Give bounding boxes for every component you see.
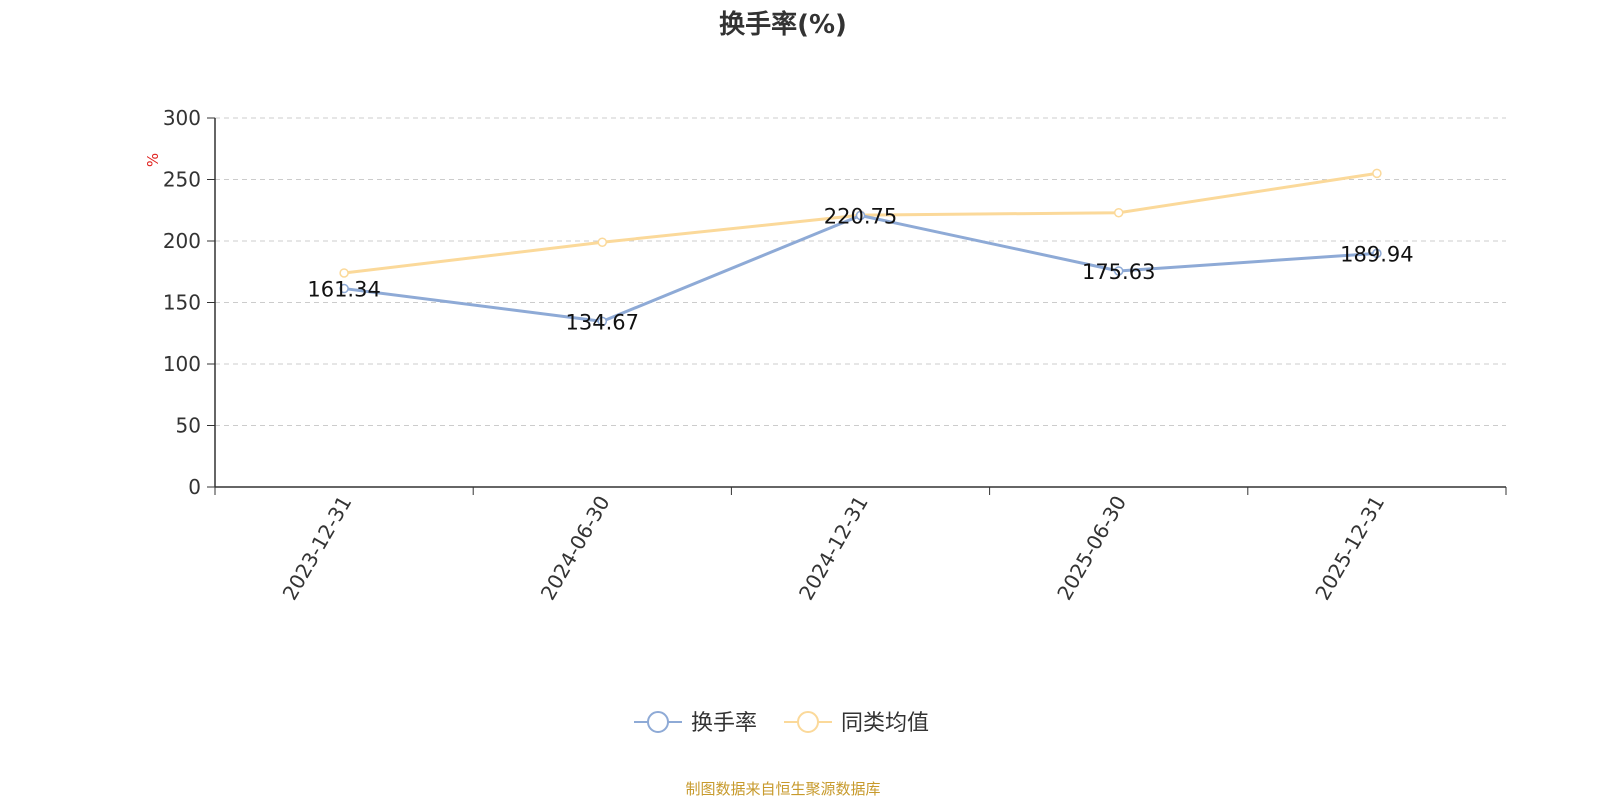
y-tick-label: 100 <box>163 352 201 376</box>
x-tick-label: 2023-12-31 <box>278 492 357 605</box>
data-point[interactable] <box>1372 168 1382 179</box>
y-tick-label: 150 <box>163 291 201 315</box>
y-tick-label: 250 <box>163 168 201 192</box>
data-point[interactable] <box>597 316 608 327</box>
data-point[interactable] <box>855 210 866 221</box>
x-tick-label: 2024-06-30 <box>536 492 615 605</box>
legend-marker-icon <box>797 711 819 733</box>
data-point[interactable] <box>1113 266 1124 276</box>
data-label: 134.67 <box>566 310 639 334</box>
grid-lines <box>215 117 1506 426</box>
x-tick-label: 2025-06-30 <box>1052 492 1131 605</box>
data-point[interactable] <box>1113 207 1124 218</box>
y-tick-label: 50 <box>176 414 201 438</box>
data-label: 161.34 <box>307 278 380 302</box>
source-note: 制图数据来自恒生聚源数据库 <box>685 780 881 798</box>
y-axis-label: % <box>144 153 162 167</box>
data-point[interactable] <box>1372 248 1382 259</box>
x-tick-label: 2024-12-31 <box>794 492 873 605</box>
legend-label: 换手率 <box>691 711 757 736</box>
x-tick-label: 2025-12-31 <box>1310 492 1389 605</box>
data-point[interactable] <box>597 237 608 247</box>
y-tick-label: 0 <box>188 475 201 499</box>
data-point[interactable] <box>339 283 349 294</box>
data-point[interactable] <box>339 268 349 278</box>
legend-item-0[interactable]: 换手率 <box>634 711 757 736</box>
series-line-0 <box>343 213 1378 323</box>
y-tick-label: 200 <box>163 229 201 253</box>
data-label: 220.75 <box>824 204 897 228</box>
axes: 0 50 100 150 200 250 300% 2023-12-31 2024-06-30 2… <box>144 106 1507 605</box>
series-lines <box>339 168 1382 327</box>
data-label: 189.94 <box>1340 242 1413 266</box>
y-tick-label: 300 <box>163 106 201 130</box>
chart-title: 换手率(%) <box>719 10 847 40</box>
legend-marker-icon <box>647 711 669 733</box>
data-label: 175.63 <box>1082 260 1155 284</box>
legend-label: 同类均值 <box>841 711 929 736</box>
legend-item-1[interactable]: 同类均值 <box>784 711 929 736</box>
data-labels: 161.34 134.67 220.75 175.63 189.94 <box>307 204 1413 334</box>
legend[interactable]: 换手率 同类均值 <box>634 711 929 736</box>
